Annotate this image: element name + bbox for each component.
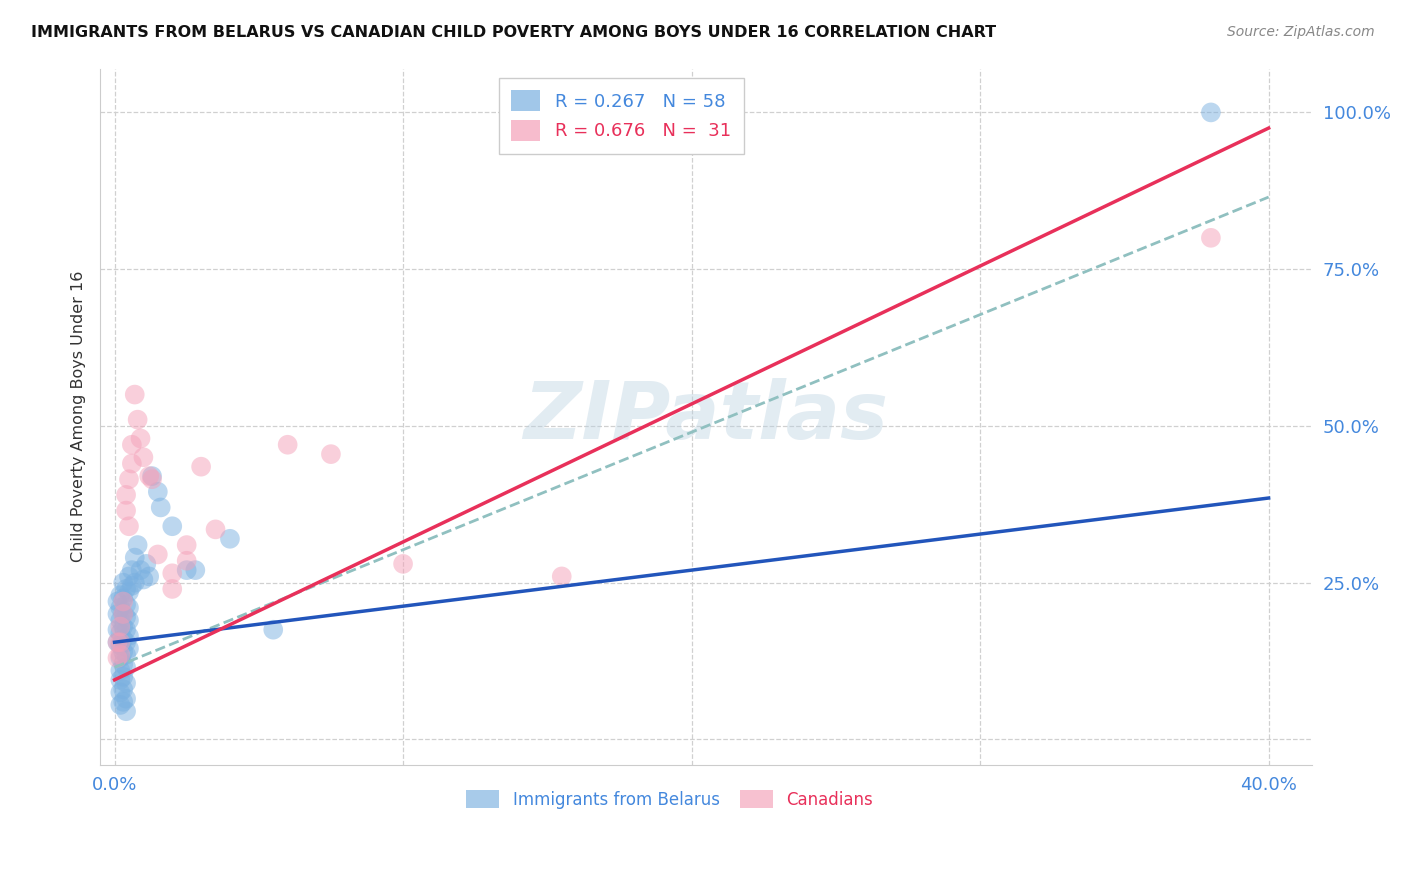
Point bbox=[110, 588, 132, 602]
Point bbox=[112, 645, 135, 659]
Point bbox=[118, 613, 141, 627]
Point bbox=[107, 623, 129, 637]
Point bbox=[118, 600, 141, 615]
Point bbox=[118, 585, 141, 599]
Point bbox=[115, 660, 138, 674]
Point bbox=[392, 557, 415, 571]
Legend: Immigrants from Belarus, Canadians: Immigrants from Belarus, Canadians bbox=[460, 783, 880, 815]
Point bbox=[176, 554, 198, 568]
Point bbox=[112, 607, 135, 621]
Point bbox=[132, 450, 155, 465]
Point bbox=[129, 432, 152, 446]
Point bbox=[112, 575, 135, 590]
Point bbox=[118, 569, 141, 583]
Point bbox=[110, 648, 132, 662]
Point bbox=[110, 639, 132, 653]
Point bbox=[141, 472, 163, 486]
Point bbox=[124, 575, 146, 590]
Point bbox=[110, 698, 132, 712]
Point bbox=[146, 548, 169, 562]
Point bbox=[115, 488, 138, 502]
Point bbox=[121, 438, 143, 452]
Point bbox=[115, 582, 138, 596]
Point bbox=[110, 651, 132, 665]
Point bbox=[551, 569, 574, 583]
Point bbox=[1199, 231, 1222, 245]
Point bbox=[1199, 105, 1222, 120]
Point bbox=[107, 651, 129, 665]
Point bbox=[112, 619, 135, 633]
Point bbox=[162, 566, 184, 581]
Point bbox=[110, 619, 132, 633]
Point bbox=[219, 532, 242, 546]
Point bbox=[115, 704, 138, 718]
Point bbox=[115, 503, 138, 517]
Point bbox=[319, 447, 342, 461]
Point bbox=[124, 387, 146, 401]
Point bbox=[135, 557, 157, 571]
Point bbox=[115, 691, 138, 706]
Point bbox=[112, 591, 135, 606]
Point bbox=[118, 519, 141, 533]
Point bbox=[162, 582, 184, 596]
Point bbox=[138, 569, 160, 583]
Point bbox=[112, 607, 135, 621]
Point bbox=[127, 412, 149, 426]
Point bbox=[107, 607, 129, 621]
Text: Source: ZipAtlas.com: Source: ZipAtlas.com bbox=[1227, 25, 1375, 39]
Point bbox=[121, 457, 143, 471]
Point bbox=[262, 623, 284, 637]
Point bbox=[138, 469, 160, 483]
Point bbox=[132, 573, 155, 587]
Point bbox=[110, 600, 132, 615]
Point bbox=[204, 522, 226, 536]
Point bbox=[112, 670, 135, 684]
Point bbox=[107, 594, 129, 608]
Point bbox=[115, 635, 138, 649]
Text: ZIPatlas: ZIPatlas bbox=[523, 377, 889, 456]
Point bbox=[118, 629, 141, 643]
Point bbox=[184, 563, 207, 577]
Point bbox=[110, 673, 132, 687]
Point bbox=[277, 438, 299, 452]
Point bbox=[146, 484, 169, 499]
Point bbox=[149, 500, 172, 515]
Point bbox=[190, 459, 212, 474]
Point bbox=[121, 579, 143, 593]
Point bbox=[121, 563, 143, 577]
Point bbox=[115, 598, 138, 612]
Y-axis label: Child Poverty Among Boys Under 16: Child Poverty Among Boys Under 16 bbox=[72, 271, 86, 562]
Point bbox=[129, 563, 152, 577]
Point bbox=[176, 563, 198, 577]
Point bbox=[162, 519, 184, 533]
Point bbox=[115, 623, 138, 637]
Point bbox=[176, 538, 198, 552]
Point bbox=[110, 685, 132, 699]
Point bbox=[124, 550, 146, 565]
Point bbox=[112, 695, 135, 709]
Point bbox=[110, 625, 132, 640]
Point bbox=[110, 613, 132, 627]
Point bbox=[118, 472, 141, 486]
Point bbox=[112, 594, 135, 608]
Point bbox=[110, 664, 132, 678]
Point bbox=[118, 641, 141, 656]
Point bbox=[127, 538, 149, 552]
Point bbox=[115, 610, 138, 624]
Point bbox=[107, 635, 129, 649]
Point bbox=[107, 635, 129, 649]
Point bbox=[112, 632, 135, 646]
Point bbox=[141, 469, 163, 483]
Text: IMMIGRANTS FROM BELARUS VS CANADIAN CHILD POVERTY AMONG BOYS UNDER 16 CORRELATIO: IMMIGRANTS FROM BELARUS VS CANADIAN CHIL… bbox=[31, 25, 995, 40]
Point bbox=[112, 682, 135, 697]
Point bbox=[112, 657, 135, 672]
Point bbox=[110, 635, 132, 649]
Point bbox=[115, 648, 138, 662]
Point bbox=[115, 676, 138, 690]
